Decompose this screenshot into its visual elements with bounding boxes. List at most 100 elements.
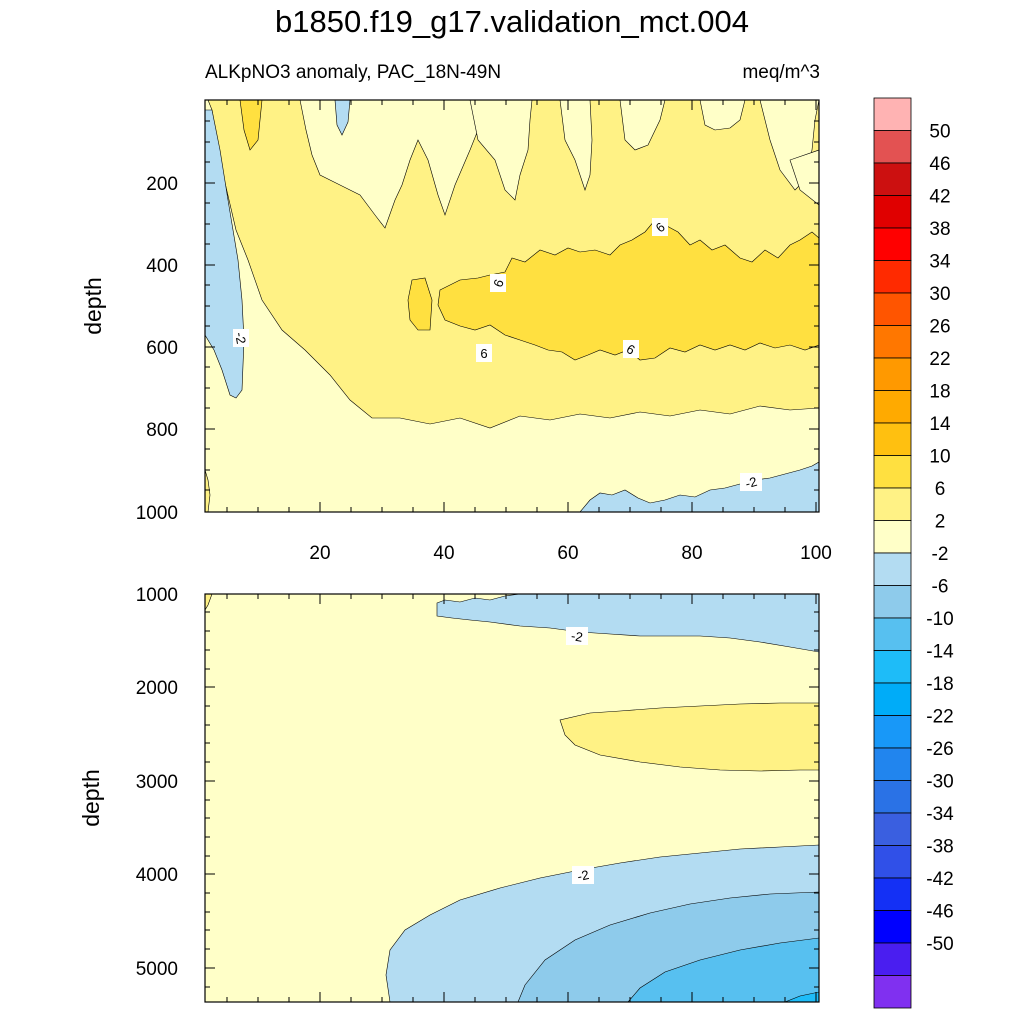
upper-y-tick-label: 800 bbox=[146, 420, 178, 441]
colorbar-label: -18 bbox=[926, 674, 953, 695]
colorbar-box bbox=[873, 650, 912, 684]
upper-y-tick-label: 1000 bbox=[136, 503, 178, 524]
upper-contour-labels: -2 6 6 6 6 -2 bbox=[232, 218, 762, 491]
lower-y-axis-label: depth bbox=[78, 769, 104, 827]
svg-text:-2: -2 bbox=[744, 474, 759, 491]
colorbar-box bbox=[873, 162, 912, 196]
contour-label: 6 bbox=[652, 218, 668, 236]
colorbar: 50 46 42 38 34 30 26 22 18 14 10 6 2 -2 -6 -10 -14 -18 -22… bbox=[873, 97, 954, 1009]
upper-y-tick-label: 200 bbox=[146, 174, 178, 195]
contour-label: 6 bbox=[623, 340, 639, 358]
contour-label: -2 bbox=[566, 627, 588, 645]
contour-label: 6 bbox=[476, 344, 492, 362]
lower-panel-frame bbox=[204, 593, 820, 1003]
colorbar-box bbox=[873, 942, 912, 976]
contour-label: -2 bbox=[232, 329, 249, 347]
colorbar-box bbox=[873, 747, 912, 781]
chart-subtitle-units: meq/m^3 bbox=[742, 62, 820, 83]
colorbar-box bbox=[873, 845, 912, 879]
upper-y-tick-label: 400 bbox=[146, 256, 178, 277]
lower-fill-m14-m10-deep bbox=[627, 937, 819, 1002]
svg-text:6: 6 bbox=[490, 277, 507, 289]
upper-fill-2-6-leftedge bbox=[205, 469, 211, 512]
colorbar-label: -6 bbox=[932, 577, 949, 598]
colorbar-box bbox=[873, 130, 912, 164]
colorbar-box bbox=[873, 97, 912, 131]
colorbar-label: -46 bbox=[926, 902, 953, 923]
colorbar-label: -26 bbox=[926, 739, 953, 760]
lower-fill-2-6-edge bbox=[205, 594, 213, 611]
colorbar-box bbox=[873, 910, 912, 944]
upper-x-tick-labels: 20 40 60 80 100 bbox=[309, 543, 831, 564]
colorbar-box bbox=[873, 682, 912, 716]
upper-fill-m6-m2-deep bbox=[579, 461, 819, 512]
colorbar-box bbox=[873, 812, 912, 846]
chart-subtitle-variable: ALKpNO3 anomaly, PAC_18N-49N bbox=[205, 62, 502, 83]
upper-fill-m6-m2-topright bbox=[334, 100, 351, 136]
svg-text:-2: -2 bbox=[232, 331, 249, 345]
colorbar-box bbox=[873, 552, 912, 586]
upper-ticks bbox=[205, 100, 819, 512]
colorbar-box bbox=[873, 487, 912, 521]
contour-label: -2 bbox=[572, 866, 594, 884]
colorbar-label: 6 bbox=[935, 479, 946, 500]
colorbar-label: 22 bbox=[929, 349, 950, 370]
colorbar-label: 42 bbox=[929, 187, 950, 208]
colorbar-box bbox=[873, 260, 912, 294]
upper-fill-6-10-main bbox=[437, 219, 819, 361]
lower-contour-labels: -2 -2 bbox=[566, 627, 594, 884]
colorbar-box bbox=[873, 585, 912, 619]
upper-surface-warm-streaks bbox=[239, 100, 263, 151]
colorbar-box bbox=[873, 422, 912, 456]
upper-x-tick-label: 100 bbox=[800, 543, 832, 564]
lower-fill-m6-m2-upper bbox=[436, 594, 819, 653]
upper-x-tick-label: 60 bbox=[557, 543, 578, 564]
colorbar-box bbox=[873, 227, 912, 261]
upper-panel: 200 400 600 800 1000 20 40 60 80 100 dep… bbox=[80, 99, 832, 564]
upper-x-tick-label: 20 bbox=[309, 543, 330, 564]
colorbar-box bbox=[873, 325, 912, 359]
lower-fill-2-6-mid bbox=[559, 702, 819, 772]
colorbar-box bbox=[873, 390, 912, 424]
colorbar-label: 2 bbox=[935, 512, 946, 533]
colorbar-label: 34 bbox=[929, 252, 951, 273]
lower-y-tick-label: 5000 bbox=[136, 959, 178, 980]
colorbar-box bbox=[873, 195, 912, 229]
colorbar-label: -38 bbox=[926, 837, 953, 858]
lower-y-tick-label: 4000 bbox=[136, 865, 178, 886]
svg-text:-2: -2 bbox=[576, 867, 590, 884]
colorbar-label: 10 bbox=[929, 447, 950, 468]
colorbar-box bbox=[873, 975, 912, 1009]
colorbar-label: 38 bbox=[929, 219, 950, 240]
colorbar-box bbox=[873, 455, 912, 489]
colorbar-label: -10 bbox=[926, 609, 953, 630]
lower-y-tick-labels: 1000 2000 3000 4000 5000 bbox=[136, 585, 178, 980]
colorbar-label: 18 bbox=[929, 382, 950, 403]
upper-y-axis-label: depth bbox=[80, 277, 106, 335]
lower-y-tick-label: 2000 bbox=[136, 678, 178, 699]
colorbar-label: -30 bbox=[926, 772, 953, 793]
upper-surface-streaks bbox=[299, 100, 819, 229]
lower-y-tick-label: 1000 bbox=[136, 585, 178, 606]
svg-text:-2: -2 bbox=[570, 628, 584, 645]
colorbar-label: -42 bbox=[926, 869, 953, 890]
lower-y-tick-label: 3000 bbox=[136, 772, 178, 793]
contour-label: -2 bbox=[740, 473, 762, 491]
lower-ticks bbox=[205, 594, 819, 1002]
colorbar-label: 26 bbox=[929, 317, 950, 338]
colorbar-label: -22 bbox=[926, 707, 953, 728]
contour-label: 6 bbox=[490, 274, 507, 292]
colorbar-box bbox=[873, 877, 912, 911]
colorbar-box bbox=[873, 780, 912, 814]
colorbar-box bbox=[873, 292, 912, 326]
upper-x-tick-label: 80 bbox=[681, 543, 702, 564]
upper-y-tick-labels: 200 400 600 800 1000 bbox=[136, 174, 178, 524]
upper-fill-m2-2-left bbox=[205, 100, 819, 512]
colorbar-label: -50 bbox=[926, 934, 953, 955]
lower-panel: 1000 2000 3000 4000 5000 depth -2 -2 bbox=[78, 585, 820, 1003]
upper-fill-6-10-core bbox=[407, 277, 433, 331]
colorbar-box bbox=[873, 715, 912, 749]
colorbar-label: -2 bbox=[932, 544, 949, 565]
svg-text:6: 6 bbox=[480, 346, 487, 361]
